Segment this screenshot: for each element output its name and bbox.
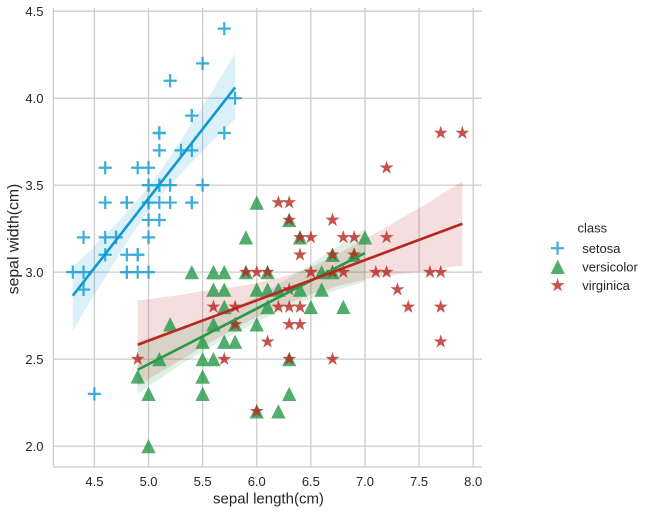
svg-text:setosa: setosa — [582, 241, 621, 256]
svg-text:6.0: 6.0 — [248, 474, 266, 489]
svg-text:7.5: 7.5 — [410, 474, 428, 489]
svg-text:versicolor: versicolor — [582, 259, 638, 274]
svg-text:8.0: 8.0 — [464, 474, 482, 489]
svg-text:sepal width(cm): sepal width(cm) — [5, 184, 22, 295]
svg-text:class: class — [577, 220, 607, 235]
svg-text:2.0: 2.0 — [25, 439, 43, 454]
svg-text:sepal length(cm): sepal length(cm) — [213, 491, 324, 508]
svg-text:virginica: virginica — [582, 278, 630, 293]
svg-text:6.5: 6.5 — [302, 474, 320, 489]
svg-text:7.0: 7.0 — [356, 474, 374, 489]
svg-text:5.5: 5.5 — [194, 474, 212, 489]
svg-text:4.5: 4.5 — [25, 4, 43, 19]
svg-text:4.0: 4.0 — [25, 91, 43, 106]
svg-text:5.0: 5.0 — [139, 474, 157, 489]
svg-text:2.5: 2.5 — [25, 352, 43, 367]
svg-text:3.0: 3.0 — [25, 265, 43, 280]
svg-text:3.5: 3.5 — [25, 178, 43, 193]
svg-text:4.5: 4.5 — [85, 474, 103, 489]
